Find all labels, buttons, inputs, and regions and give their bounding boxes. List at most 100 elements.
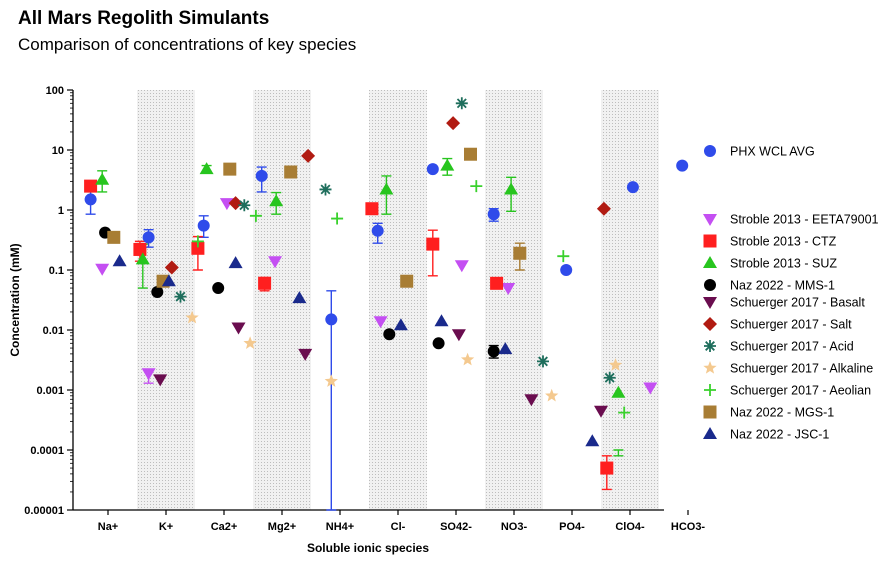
data-point bbox=[393, 318, 408, 331]
data-point bbox=[643, 382, 658, 395]
data-point bbox=[585, 434, 600, 447]
error-bar bbox=[427, 229, 438, 277]
legend-marker bbox=[703, 317, 717, 331]
data-point bbox=[231, 322, 246, 335]
data-point bbox=[560, 264, 573, 276]
data-point bbox=[611, 385, 626, 398]
y-axis-title: Concentration (mM) bbox=[8, 243, 22, 356]
data-point bbox=[324, 374, 338, 387]
data-point bbox=[501, 283, 516, 296]
data-point bbox=[197, 219, 210, 232]
data-point bbox=[191, 235, 204, 248]
data-point bbox=[228, 196, 243, 211]
y-tick-label: 10 bbox=[52, 145, 64, 157]
legend-label: Stroble 2013 - SUZ bbox=[730, 257, 837, 271]
legend-marker bbox=[704, 340, 716, 352]
data-point bbox=[400, 274, 414, 288]
chart-subtitle: Comparison of concentrations of key spec… bbox=[18, 35, 357, 54]
data-point bbox=[537, 355, 549, 368]
data-point bbox=[161, 274, 176, 287]
data-point bbox=[164, 260, 179, 275]
data-point bbox=[487, 208, 500, 221]
legend-marker bbox=[703, 214, 717, 226]
data-point bbox=[600, 461, 614, 475]
data-point bbox=[174, 290, 187, 303]
data-point bbox=[490, 276, 504, 290]
x-tick-label: NH4+ bbox=[326, 521, 354, 533]
legend-marker bbox=[703, 234, 717, 248]
data-point bbox=[255, 169, 268, 182]
legend-marker bbox=[703, 297, 717, 309]
data-point bbox=[513, 246, 527, 260]
data-point bbox=[626, 181, 639, 194]
legend-label: Schuerger 2017 - Acid bbox=[730, 340, 854, 354]
data-point bbox=[440, 158, 455, 171]
data-point bbox=[383, 328, 396, 341]
x-tick-label: Na+ bbox=[98, 521, 119, 533]
data-point bbox=[676, 159, 689, 172]
data-point bbox=[460, 352, 475, 366]
data-point bbox=[594, 405, 608, 418]
data-point bbox=[557, 250, 570, 263]
x-tick-label: ClO4- bbox=[615, 521, 645, 533]
data-point bbox=[325, 313, 338, 326]
data-point bbox=[228, 256, 243, 269]
legend-marker bbox=[703, 361, 717, 374]
x-tick-label: Ca2+ bbox=[211, 521, 238, 533]
y-tick-label: 0.1 bbox=[49, 265, 64, 277]
data-point bbox=[191, 241, 205, 255]
data-point bbox=[223, 162, 237, 176]
data-point bbox=[151, 285, 164, 298]
data-point bbox=[371, 224, 384, 237]
data-point bbox=[319, 183, 332, 196]
data-point bbox=[153, 374, 168, 387]
y-tick-label: 0.01 bbox=[43, 325, 64, 337]
legend-marker bbox=[703, 405, 717, 419]
legend-marker bbox=[704, 145, 716, 157]
data-point bbox=[95, 172, 110, 185]
x-axis-title: Soluble ionic species bbox=[307, 541, 429, 555]
legend-label: Naz 2022 - MMS-1 bbox=[730, 279, 835, 293]
data-point bbox=[426, 237, 440, 251]
x-tick-label: Cl- bbox=[391, 521, 406, 533]
data-point bbox=[269, 194, 284, 207]
shaded-band-ClO4- bbox=[601, 90, 659, 510]
data-point bbox=[608, 358, 623, 371]
data-point bbox=[470, 180, 483, 193]
legend-marker bbox=[703, 427, 717, 439]
data-point bbox=[434, 314, 449, 327]
legend-label: Naz 2022 - MGS-1 bbox=[730, 406, 834, 420]
x-tick-label: Mg2+ bbox=[268, 521, 296, 533]
data-point bbox=[379, 182, 394, 195]
data-point bbox=[464, 147, 477, 161]
legend-label: Schuerger 2017 - Basalt bbox=[730, 296, 865, 310]
data-point bbox=[84, 179, 98, 193]
data-point bbox=[142, 231, 155, 244]
data-point bbox=[95, 263, 110, 276]
data-point bbox=[454, 260, 469, 273]
data-point bbox=[451, 329, 466, 342]
legend-label: Schuerger 2017 - Salt bbox=[730, 318, 852, 332]
data-point bbox=[199, 162, 214, 175]
data-point bbox=[524, 394, 539, 407]
error-bar bbox=[326, 290, 337, 511]
data-point bbox=[498, 342, 513, 355]
shaded-band-NO3- bbox=[485, 90, 543, 510]
data-point bbox=[301, 148, 316, 163]
data-point bbox=[365, 202, 379, 216]
legend-marker bbox=[703, 256, 717, 268]
data-point bbox=[238, 199, 251, 212]
data-point bbox=[185, 310, 199, 324]
error-bar bbox=[613, 449, 624, 457]
data-point bbox=[446, 116, 461, 131]
legend-label: Stroble 2013 - EETA79001 bbox=[730, 213, 879, 227]
x-tick-label: K+ bbox=[159, 521, 173, 533]
legend-label: PHX WCL AVG bbox=[730, 145, 815, 159]
data-point bbox=[504, 182, 519, 195]
data-point bbox=[84, 193, 97, 206]
data-point bbox=[133, 242, 147, 256]
data-point bbox=[455, 97, 468, 110]
data-point bbox=[141, 368, 156, 381]
data-point bbox=[545, 388, 559, 402]
